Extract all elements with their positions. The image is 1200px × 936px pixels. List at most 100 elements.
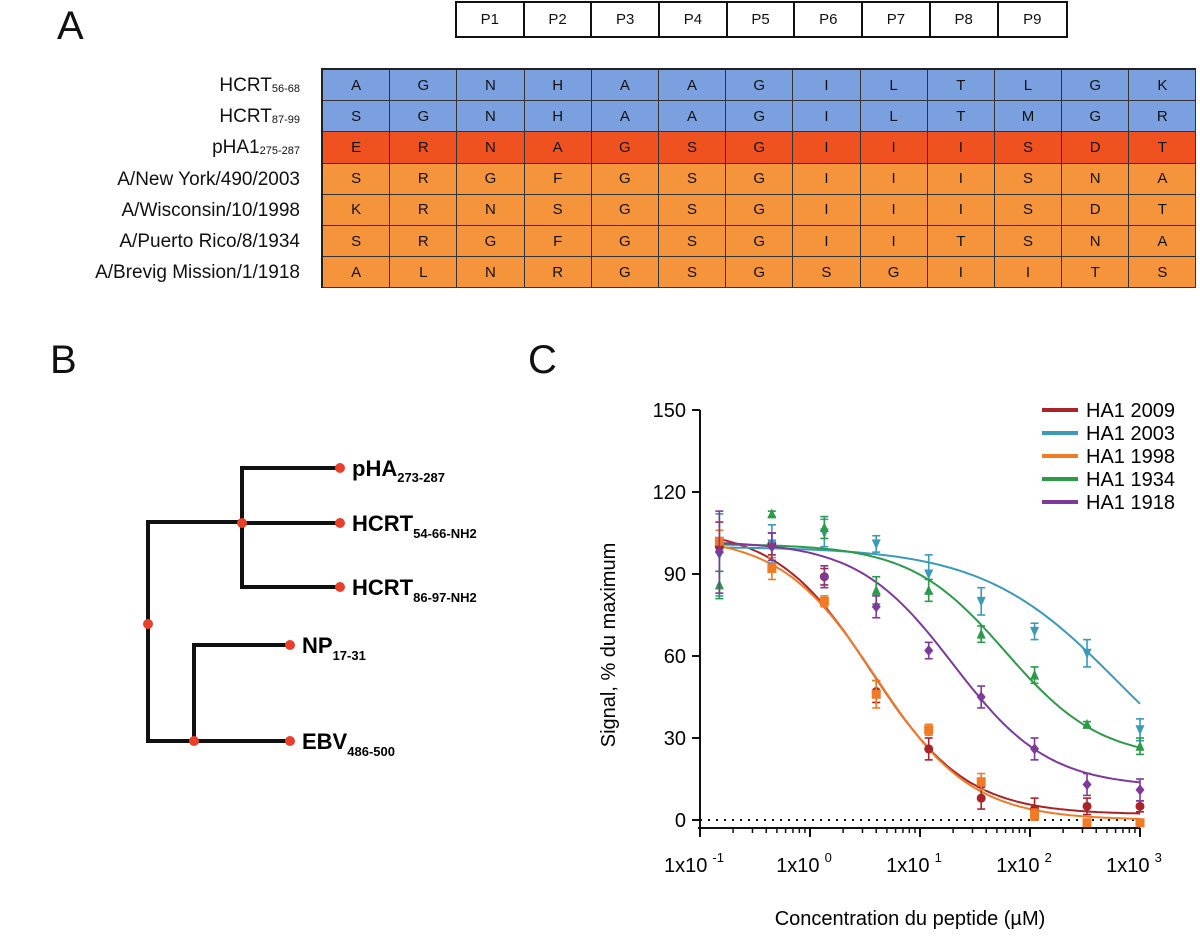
residue-cell: G — [591, 257, 659, 289]
sequence-label: HCRT56-68 — [219, 75, 300, 96]
residue-cell: A — [658, 70, 727, 102]
pocket-position-5: P5 — [728, 3, 796, 36]
legend-label: HA1 1918 — [1086, 492, 1175, 514]
data-point — [924, 584, 934, 595]
residue-cell: S — [323, 225, 391, 258]
tree-node-lower — [189, 736, 199, 746]
chart-axes: 0 30 60 90 120 150 1x10 -1 1x10 0 1x10 1 1x10 2 1x10 3 — [653, 400, 1162, 877]
chart-fit-curves — [719, 538, 1141, 820]
data-point — [1030, 810, 1040, 820]
panel-a-letter: A — [57, 4, 84, 48]
residue-cell: I — [927, 163, 995, 195]
residue-cell: G — [726, 132, 794, 164]
residue-cell: T — [927, 225, 995, 258]
data-point — [924, 645, 934, 657]
data-point — [976, 793, 986, 803]
residue-cell: R — [390, 132, 458, 164]
residue-cell: I — [793, 194, 861, 226]
residue-cell: S — [793, 257, 861, 289]
residue-cell: N — [1062, 225, 1130, 258]
tree-leaf-label-ebv: EBV486-500 — [302, 729, 395, 759]
residue-cell: I — [793, 225, 861, 258]
data-point — [1082, 801, 1092, 811]
data-point — [871, 601, 881, 613]
residue-cell: G — [457, 163, 525, 195]
pocket-position-7: P7 — [863, 3, 931, 36]
residue-cell: A — [658, 101, 727, 133]
data-point — [1082, 718, 1092, 729]
residue-cell: N — [457, 194, 525, 226]
residue-cell: S — [994, 132, 1063, 164]
residue-cell: S — [658, 225, 727, 258]
tree-node-root — [143, 619, 153, 629]
residue-cell: G — [726, 257, 794, 289]
residue-cell: F — [524, 163, 592, 195]
residue-cell: G — [726, 225, 794, 258]
sequence-label: pHA1275-287 — [212, 137, 300, 159]
data-point — [767, 541, 777, 553]
data-point — [1030, 669, 1040, 680]
residue-cell: G — [591, 132, 659, 164]
data-point — [871, 584, 881, 595]
residue-cell: F — [524, 225, 592, 258]
residue-cell: R — [390, 163, 458, 195]
tree-leaf-node-hcrt54 — [335, 518, 345, 528]
residue-cell: I — [994, 257, 1063, 289]
pocket-position-header: P1 P2 P3 P4 P5 P6 P7 P8 P9 — [455, 1, 1069, 38]
residue-cell: D — [1062, 194, 1130, 226]
residue-cell: N — [1062, 163, 1130, 195]
residue-cell: S — [658, 257, 727, 289]
residue-cell: R — [390, 225, 458, 258]
residue-cell: G — [726, 163, 794, 195]
residue-cell: I — [927, 257, 995, 289]
data-point — [1135, 784, 1145, 796]
series-points-ha1-2009 — [714, 521, 1145, 821]
residue-cell: T — [1129, 132, 1197, 164]
data-point — [1082, 648, 1092, 659]
residue-cell: G — [591, 163, 659, 195]
data-point — [924, 725, 934, 735]
data-point — [924, 569, 934, 580]
residue-cell: D — [1062, 132, 1130, 164]
x-tick-label: 1x10 -1 — [664, 850, 724, 877]
data-point — [767, 564, 777, 574]
pocket-position-8: P8 — [931, 3, 999, 36]
residue-cell: A — [1129, 225, 1197, 258]
x-tick-label: 1x10 2 — [996, 850, 1052, 877]
residue-cell: I — [927, 132, 995, 164]
residue-cell: L — [860, 70, 928, 102]
data-point — [819, 522, 829, 533]
residue-cell: G — [457, 225, 525, 258]
residue-cell: S — [658, 163, 727, 195]
residue-cell: R — [1129, 101, 1197, 133]
sequence-label: A/Puerto Rico/8/1934 — [119, 230, 300, 252]
residue-cell: T — [1129, 194, 1197, 226]
residue-cell: N — [457, 70, 525, 102]
residue-cell: L — [994, 70, 1063, 102]
residue-cell: T — [927, 101, 995, 133]
tree-leaf-node-hcrt86 — [335, 582, 345, 592]
series-points-ha1-1934 — [714, 508, 1145, 756]
residue-cell: I — [860, 163, 928, 195]
panel-b-letter: B — [50, 338, 77, 382]
data-point — [1135, 740, 1145, 751]
pocket-position-4: P4 — [660, 3, 728, 36]
residue-cell: M — [994, 101, 1063, 133]
residue-cell: R — [390, 194, 458, 226]
legend-label: HA1 2003 — [1086, 423, 1175, 445]
sequence-label: A/New York/490/2003 — [117, 168, 300, 190]
residue-cell: A — [323, 257, 391, 289]
data-point — [1135, 818, 1145, 828]
residue-cell: S — [994, 163, 1063, 195]
residue-cell: I — [793, 101, 861, 133]
fit-curve-ha1-1934 — [719, 543, 1141, 749]
chart-data-points — [714, 508, 1145, 828]
tree-leaf-label-np: NP17-31 — [302, 633, 366, 663]
residue-cell: N — [457, 132, 525, 164]
residue-cell: A — [323, 70, 391, 102]
residue-cell: I — [793, 132, 861, 164]
chart-y-axis-label: Signal, % du maximum — [598, 543, 620, 748]
